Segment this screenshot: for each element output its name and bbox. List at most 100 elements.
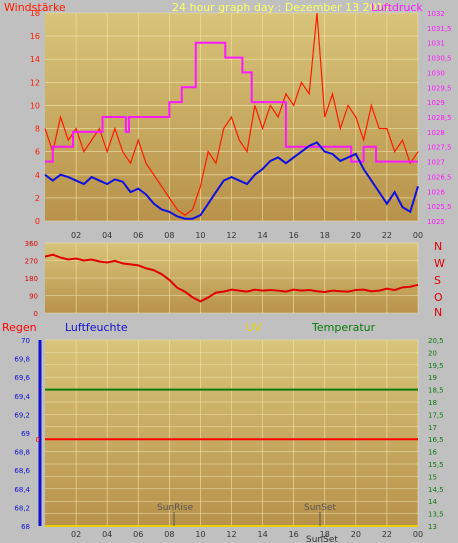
temperature-label: Temperatur: [311, 321, 376, 334]
time-tick-label: 10: [195, 530, 205, 539]
compass-n-bottom: N: [434, 306, 442, 319]
direction-tick-label: 270: [25, 258, 38, 266]
pressure-tick-label: 1025: [427, 218, 445, 226]
pressure-series: [45, 41, 418, 163]
wind-gust-series: [44, 12, 419, 216]
temperature-tick-label: 13: [428, 523, 437, 531]
temperature-tick-label: 15,5: [428, 461, 444, 469]
temperature-tick-label: 15: [428, 473, 437, 481]
time-tick-label: 18: [320, 231, 330, 240]
wind-label: Windstärke: [4, 1, 66, 14]
humidity-tick-label: 68,8: [14, 449, 30, 457]
pressure-tick-label: 1026,5: [427, 173, 452, 181]
sunset-bottom-label: SunSet: [306, 535, 338, 543]
humidity-tick-label: 68,4: [14, 486, 30, 494]
compass-n-top: N: [434, 240, 442, 253]
temperature-tick-label: 18,5: [428, 387, 444, 395]
temperature-tick-label: 16: [428, 449, 437, 457]
rain-tick-label: 0: [36, 436, 40, 444]
pressure-tick-label: 1025,5: [427, 203, 452, 211]
pressure-tick-label: 1029,5: [427, 84, 452, 92]
time-tick-label: 00: [413, 530, 423, 539]
time-tick-label: 14: [257, 530, 267, 539]
sunset-label: SunSet: [304, 503, 336, 513]
pressure-tick-label: 1029: [427, 99, 445, 107]
sunrise-label: SunRise: [157, 503, 194, 513]
time-tick-label: 14: [257, 231, 267, 240]
pressure-tick-label: 1027: [427, 159, 445, 167]
wind-average-series: [44, 141, 419, 220]
wind-tick-label: 4: [35, 171, 40, 180]
wind-tick-label: 2: [35, 194, 40, 203]
time-tick-label: 20: [351, 231, 361, 240]
wind-tick-label: 8: [35, 125, 40, 134]
time-tick-label: 10: [195, 231, 205, 240]
pressure-tick-label: 1028: [427, 129, 445, 137]
uv-label: UV: [246, 321, 262, 334]
pressure-tick-label: 1030,5: [427, 55, 452, 63]
time-tick-label: 22: [382, 530, 392, 539]
temperature-tick-label: 18: [428, 399, 437, 407]
humidity-tick-label: 68,2: [14, 504, 30, 512]
temperature-tick-label: 17,5: [428, 411, 444, 419]
time-tick-label: 00: [413, 231, 423, 240]
humidity-tick-label: 69,6: [14, 374, 30, 382]
time-tick-label: 12: [226, 231, 236, 240]
humidity-tick-label: 69,4: [14, 393, 30, 401]
compass-w: W: [434, 257, 445, 270]
humidity-label: Luftfeuchte: [65, 321, 128, 334]
time-tick-label: 02: [71, 530, 81, 539]
wind-direction-series: [44, 253, 419, 303]
time-tick-label: 08: [164, 231, 174, 240]
time-tick-label: 06: [133, 231, 143, 240]
graph-title: 24 hour graph day : Dezember 13 2017: [172, 1, 391, 14]
wind-tick-label: 14: [30, 55, 40, 64]
temperature-tick-label: 17: [428, 424, 437, 432]
humidity-tick-label: 69: [21, 430, 30, 438]
time-tick-label: 22: [382, 231, 392, 240]
wind-tick-label: 6: [35, 148, 40, 157]
rain-label: Regen: [2, 321, 37, 334]
pressure-label: Luftdruck: [371, 1, 423, 14]
time-tick-label: 16: [289, 231, 299, 240]
wind-tick-label: 18: [30, 9, 40, 18]
temperature-tick-label: 20: [428, 349, 437, 357]
wind-tick-label: 12: [30, 78, 40, 87]
time-tick-label: 04: [102, 530, 112, 539]
time-tick-label: 20: [351, 530, 361, 539]
temperature-tick-label: 19: [428, 374, 437, 382]
time-tick-label: 18: [320, 530, 330, 539]
temperature-tick-label: 13,5: [428, 511, 444, 519]
pressure-tick-label: 1030: [427, 69, 445, 77]
humidity-tick-label: 70: [21, 337, 30, 345]
temperature-tick-label: 14,5: [428, 486, 444, 494]
climate-grid: [45, 339, 419, 527]
time-tick-label: 02: [71, 231, 81, 240]
temperature-tick-label: 16,5: [428, 436, 444, 444]
humidity-tick-label: 69,8: [14, 356, 30, 364]
compass-o: O: [434, 291, 443, 304]
direction-tick-label: 0: [34, 310, 38, 318]
wind-tick-label: 16: [30, 32, 40, 41]
humidity-tick-label: 68: [21, 523, 30, 531]
pressure-tick-label: 1027,5: [427, 144, 452, 152]
direction-tick-label: 360: [25, 240, 38, 248]
time-tick-label: 06: [133, 530, 143, 539]
direction-tick-label: 90: [29, 293, 38, 301]
time-tick-label: 16: [289, 530, 299, 539]
pressure-tick-label: 1031,5: [427, 25, 452, 33]
pressure-tick-label: 1032: [427, 10, 445, 18]
pressure-tick-label: 1028,5: [427, 114, 452, 122]
temperature-tick-label: 14: [428, 498, 437, 506]
humidity-tick-label: 69,2: [14, 411, 30, 419]
compass-s: S: [434, 274, 441, 287]
pressure-tick-label: 1031: [427, 40, 445, 48]
pressure-tick-label: 1026: [427, 188, 445, 196]
wind-tick-label: 10: [30, 101, 40, 110]
temperature-tick-label: 19,5: [428, 362, 444, 370]
time-tick-label: 08: [164, 530, 174, 539]
time-tick-label: 04: [102, 231, 112, 240]
direction-tick-label: 180: [25, 275, 38, 283]
temperature-tick-label: 20,5: [428, 337, 444, 345]
